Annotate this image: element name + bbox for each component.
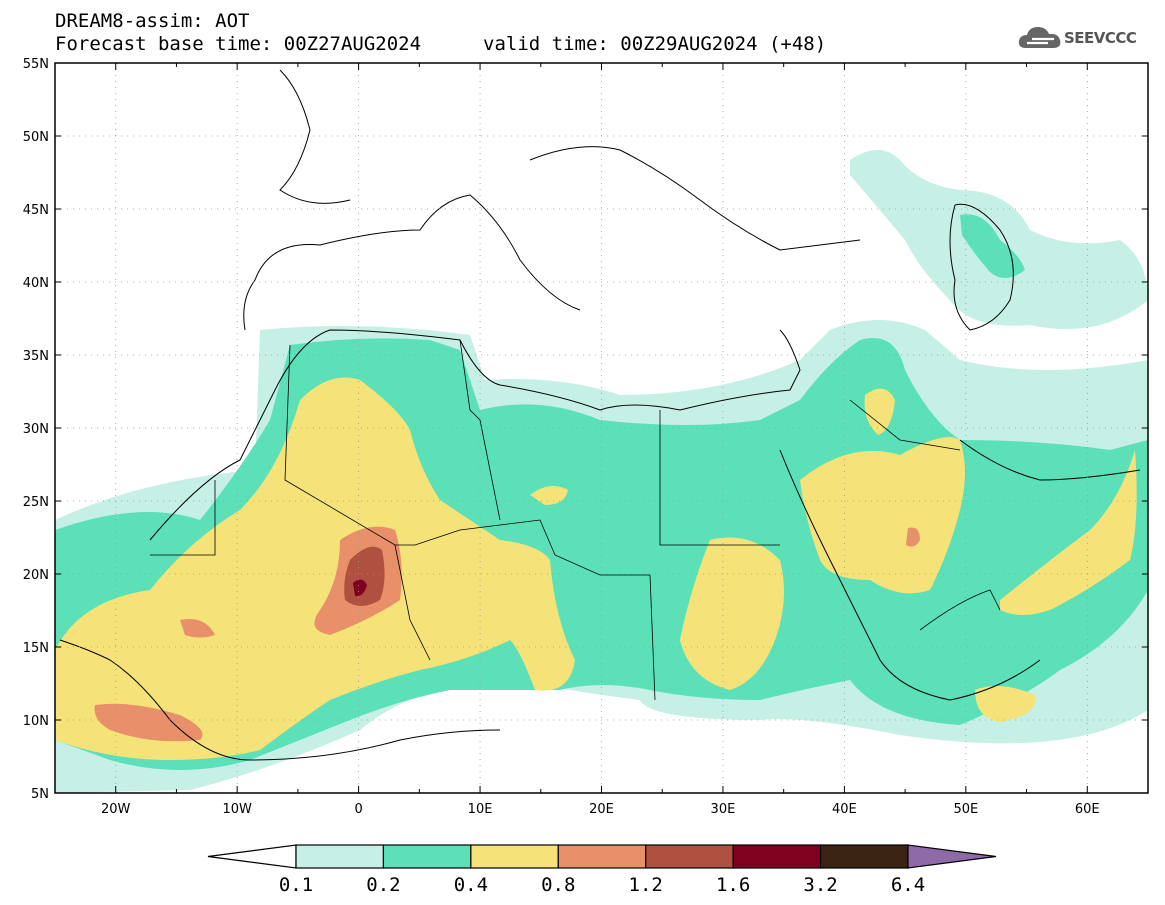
- aot-level4-senegal: [180, 619, 215, 638]
- lon-tick-label: 10E: [468, 802, 493, 817]
- colorbar-label: 3.2: [803, 874, 837, 896]
- lon-tick-label: 10W: [222, 802, 252, 817]
- lon-tick-label: 20E: [589, 802, 614, 817]
- map-axes: 55N 50N 45N 40N 35N 30N 25N 20N 15N 10N 5N 20W 10W 0 1…: [23, 57, 1149, 817]
- aot-level3-somalia: [975, 686, 1036, 722]
- aot-level3-arabia: [800, 437, 965, 594]
- colorbar-box: [382, 844, 472, 869]
- colorbar-label: 0.8: [541, 874, 575, 896]
- lat-tick-label: 15N: [23, 641, 49, 656]
- base-time: Forecast base time: 00Z27AUG2024: [55, 33, 422, 55]
- lat-tick-label: 20N: [23, 568, 49, 583]
- colorbar-label: 1.6: [716, 874, 750, 896]
- colorbar: 0.1 0.2 0.4 0.8 1.2 1.6 3.2 6.4: [207, 844, 997, 896]
- colorbar-box: [470, 844, 559, 869]
- lon-tick-label: 30E: [711, 802, 736, 817]
- lat-tick-label: 25N: [23, 495, 49, 510]
- lon-tick-label: 40E: [832, 802, 857, 817]
- lat-tick-label: 30N: [23, 422, 49, 437]
- aot-level3-libya: [530, 486, 568, 505]
- lat-tick-label: 55N: [23, 57, 49, 72]
- colorbar-box: [819, 844, 909, 869]
- lat-tick-label: 45N: [23, 203, 49, 218]
- colorbar-label: 6.4: [891, 874, 925, 896]
- country-borders: [150, 339, 1001, 701]
- lat-tick-label: 50N: [23, 130, 49, 145]
- colorbar-box: [645, 844, 734, 869]
- aot-level4-arabia: [906, 527, 920, 547]
- title-line2: Forecast base time: 00Z27AUG2024 valid ti…: [55, 33, 826, 55]
- lat-tick-label: 5N: [31, 787, 49, 802]
- aot-level3-sahara-west: [55, 377, 575, 760]
- aot-level6-mali: [353, 579, 367, 597]
- aot-level3-oman: [1000, 450, 1137, 615]
- lat-tick-label: 10N: [23, 714, 49, 729]
- cloud-icon: [1018, 27, 1061, 48]
- aot-level3-sudan: [680, 537, 784, 690]
- lon-tick-label: 0: [354, 802, 362, 817]
- colorbar-over-triangle: [907, 844, 997, 869]
- title-line1: DREAM8-assim: AOT: [55, 10, 250, 32]
- valid-time: valid time: 00Z29AUG2024 (+48): [483, 33, 827, 55]
- colorbar-under-triangle: [207, 844, 297, 869]
- colorbar-label: 0.4: [454, 874, 488, 896]
- lat-tick-label: 35N: [23, 349, 49, 364]
- aot-level2-caspian: [960, 214, 1025, 279]
- lon-tick-label: 60E: [1075, 802, 1100, 817]
- colorbar-box: [295, 844, 385, 869]
- colorbar-label: 0.2: [366, 874, 400, 896]
- logo-text: SEEVCCC: [1064, 29, 1137, 47]
- lon-tick-label: 50E: [953, 802, 978, 817]
- aot-shading: [55, 69, 1148, 793]
- coastlines: [59, 69, 1141, 761]
- colorbar-label: 0.1: [279, 874, 313, 896]
- colorbar-box: [732, 844, 822, 869]
- aot-level4-guinea: [94, 703, 203, 742]
- seevccc-logo: SEEVCCC: [1018, 22, 1137, 54]
- colorbar-box: [557, 844, 647, 869]
- aot-level3-iraq: [864, 388, 895, 435]
- lat-tick-label: 40N: [23, 276, 49, 291]
- colorbar-label: 1.2: [629, 874, 663, 896]
- lon-tick-label: 20W: [101, 802, 131, 817]
